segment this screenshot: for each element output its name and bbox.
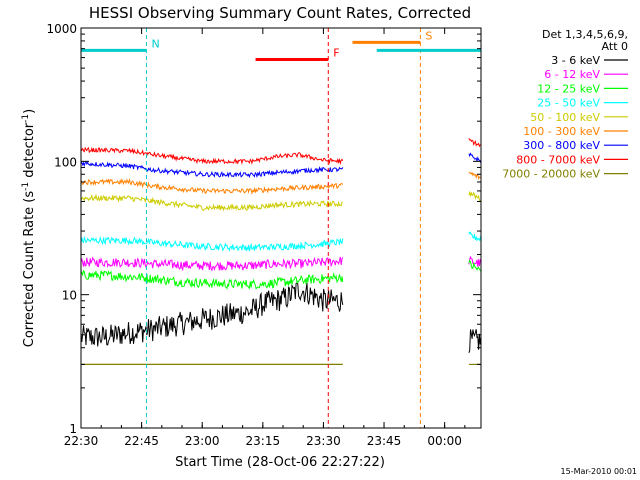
series-line-100-300-kev-post: [468, 171, 482, 180]
legend-label-1: 6 - 12 keV: [544, 68, 600, 81]
series-line-100-300-kev-pre: [80, 177, 344, 195]
series-line-6-12-kev-pre: [80, 256, 344, 272]
y-axis-label-sup2: -1: [21, 114, 31, 123]
legend-label-0: 3 - 6 keV: [551, 54, 600, 67]
x-tick-label-6: 00:00: [427, 434, 462, 448]
y-axis-label-main: Corrected Count Rate (s: [22, 191, 37, 348]
x-tick-label-4: 23:30: [306, 434, 341, 448]
y-axis-label: Corrected Count Rate (s-1 detector-1): [21, 109, 37, 347]
series-6-12-kev: [80, 255, 482, 272]
series-line-12-25-kev-post: [468, 259, 482, 272]
axes: 22:30 22:45 23:00 23:15 23:30 23:45 00:00 1 10 10…: [46, 22, 481, 448]
series-line-25-50-kev-post: [468, 231, 482, 242]
series-line-3-6-kev-pre: [80, 282, 344, 347]
y-axis-label-end: ): [22, 109, 37, 114]
series-line-50-100-kev-pre: [80, 193, 343, 212]
y-tick-label-1: 10: [62, 289, 77, 303]
x-tick-label-5: 23:45: [367, 434, 402, 448]
chart-title: HESSI Observing Summary Count Rates, Cor…: [89, 4, 471, 22]
series-line-800-7000-kev-pre: [80, 146, 344, 166]
y-tick-label-3: 1000: [46, 22, 77, 36]
series-line-300-800-kev-post: [468, 152, 482, 164]
legend-label-4: 50 - 100 keV: [530, 111, 600, 124]
series-line-6-12-kev-post: [468, 255, 482, 267]
annotation-label-s: S: [425, 29, 432, 42]
x-tick-label-2: 23:00: [185, 434, 220, 448]
footer-date: 15-Mar-2010 00:01: [561, 467, 638, 476]
series-12-25-kev: [80, 259, 482, 290]
series-800-7000-kev: [80, 138, 481, 166]
y-axis-label-mid: detector: [22, 122, 37, 182]
annotation-label-f: F: [333, 47, 339, 60]
plot-frame: [80, 27, 482, 429]
y-axis-label-sup1: -1: [21, 182, 31, 191]
series-line-25-50-kev-pre: [80, 235, 344, 252]
series-3-6-kev: [80, 282, 482, 353]
legend-label-8: 7000 - 20000 keV: [502, 168, 600, 181]
legend-label-6: 300 - 800 keV: [523, 139, 600, 152]
x-tick-label-1: 22:45: [124, 434, 159, 448]
y-tick-label-2: 100: [54, 155, 77, 169]
annotation-label-n: N: [151, 37, 159, 50]
x-tick-label-0: 22:30: [64, 434, 99, 448]
legend-label-3: 25 - 50 keV: [537, 97, 600, 110]
legend-label-2: 12 - 25 keV: [537, 82, 600, 95]
legend-label-7: 800 - 7000 keV: [516, 153, 600, 166]
plot-marks: N F S: [80, 28, 482, 428]
series-300-800-kev: [80, 152, 482, 179]
y-tick-label-0: 1: [69, 422, 77, 436]
series-line-300-800-kev-pre: [80, 161, 344, 179]
legend-header-0: Det 1,3,4,5,6,9,: [542, 28, 628, 41]
series-line-12-25-kev-pre: [80, 269, 344, 290]
legend-header-1: Att 0: [602, 40, 628, 53]
series-25-50-kev: [80, 231, 482, 252]
series-50-100-kev: [80, 190, 482, 212]
series-line-800-7000-kev-post: [468, 138, 481, 148]
series-100-300-kev: [80, 171, 482, 195]
series-line-3-6-kev-post: [468, 329, 482, 353]
series-line-50-100-kev-post: [468, 190, 482, 202]
x-tick-label-3: 23:15: [246, 434, 281, 448]
x-axis-label: Start Time (28-Oct-06 22:27:22): [175, 455, 385, 470]
legend-label-5: 100 - 300 keV: [523, 125, 600, 138]
